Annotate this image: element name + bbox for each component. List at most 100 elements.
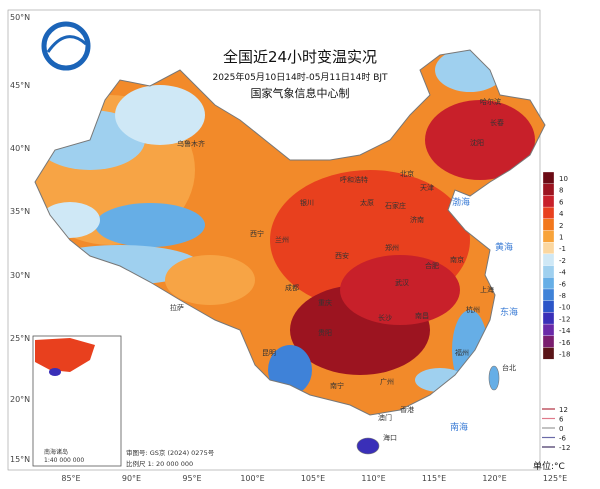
place-label: 西安: [335, 251, 349, 260]
inset-map: 南海诸岛 1:40 000 000: [32, 335, 122, 467]
place-label: 兰州: [275, 235, 289, 244]
legend-label: 1: [559, 234, 563, 242]
place-label: 福州: [455, 348, 469, 357]
longitude-label: 85°E: [61, 474, 80, 483]
legend-label: -18: [559, 351, 570, 359]
contour-label: -12: [559, 444, 570, 452]
organization: 国家气象信息中心制: [251, 86, 350, 100]
place-label: 合肥: [425, 261, 439, 270]
place-label: 太原: [360, 198, 374, 207]
contour-label: 6: [559, 416, 564, 424]
place-label: 沈阳: [470, 138, 484, 147]
legend-swatch: [542, 323, 555, 336]
place-label: 长春: [490, 118, 504, 127]
legend-label: -10: [559, 304, 570, 312]
place-label: 南宁: [330, 381, 344, 390]
latitude-label: 30°N: [10, 271, 30, 280]
legend-swatch: [542, 183, 555, 196]
subtitle: 2025年05月10日14时-05月11日14时 BJT: [212, 71, 388, 83]
place-label: 杭州: [466, 305, 480, 314]
contour-label: 0: [559, 425, 563, 433]
longitude-label: 120°E: [482, 474, 506, 483]
hainan: [356, 437, 380, 455]
legend-label: -2: [559, 257, 566, 265]
legend-label: 6: [559, 198, 564, 206]
legend-swatch: [542, 218, 555, 231]
logo: [41, 21, 91, 71]
legend-label: -12: [559, 315, 570, 323]
legend-swatch: [542, 312, 555, 325]
longitude-label: 95°E: [182, 474, 201, 483]
latitude-label: 20°N: [10, 395, 30, 404]
review-number: 审图号: GS京 (2024) 0275号: [126, 448, 215, 457]
place-label: 香港: [400, 405, 414, 414]
title: 全国近24小时变温实况: [223, 48, 377, 66]
latitude-label: 25°N: [10, 334, 30, 343]
color-legend: 10 8 6 4 2 1 -1 -2 -4 -6 -8 -10 -12 -14 -16 -18: [542, 171, 571, 360]
legend-swatch: [542, 347, 555, 360]
longitude-label: 100°E: [240, 474, 264, 483]
legend-label: -4: [559, 269, 567, 277]
latitude-label: 40°N: [10, 144, 30, 153]
inset-title: 南海诸岛: [44, 448, 68, 456]
legend-swatch: [542, 242, 555, 255]
legend-swatch: [542, 171, 555, 184]
longitude-label: 115°E: [422, 474, 446, 483]
legend-swatch: [542, 195, 555, 208]
longitude-label: 125°E: [543, 474, 567, 483]
sea-label: 东海: [500, 306, 518, 318]
latitude-label: 15°N: [10, 455, 30, 464]
place-label: 天津: [420, 184, 434, 192]
legend-label: -16: [559, 339, 571, 347]
place-label: 呼和浩特: [340, 175, 368, 184]
inset-scale: 1:40 000 000: [44, 457, 84, 464]
place-label: 银川: [300, 198, 314, 207]
place-label: 昆明: [262, 349, 276, 357]
legend-label: -6: [559, 280, 567, 288]
place-label: 台北: [502, 363, 516, 372]
longitude-label: 110°E: [361, 474, 385, 483]
place-label: 乌鲁木齐: [177, 139, 205, 148]
contour-label: -6: [559, 435, 567, 443]
unit-label: 单位:°C: [533, 460, 565, 472]
place-label: 海口: [383, 433, 397, 442]
place-label: 哈尔滨: [480, 97, 501, 106]
legend-swatch: [542, 230, 555, 243]
contour-legend: 12 60 -6-12: [542, 406, 570, 452]
place-label: 贵阳: [318, 328, 332, 337]
place-label: 澳门: [378, 413, 392, 422]
place-label: 重庆: [318, 298, 332, 307]
legend-label: 2: [559, 222, 563, 230]
taiwan: [488, 365, 500, 391]
place-label: 郑州: [385, 244, 399, 252]
place-label: 拉萨: [170, 303, 184, 312]
legend-swatch: [542, 300, 555, 313]
legend-swatch: [542, 253, 555, 266]
sea-label: 渤海: [452, 196, 470, 208]
place-label: 石家庄: [385, 201, 406, 210]
sea-label: 黄海: [495, 241, 513, 253]
latitude-label: 35°N: [10, 207, 30, 216]
legend-label: -14: [559, 327, 571, 335]
latitude-label: 45°N: [10, 81, 30, 90]
legend-label: 4: [559, 210, 564, 218]
sea-label: 南海: [450, 421, 468, 433]
place-label: 长沙: [378, 313, 392, 322]
longitude-label: 105°E: [301, 474, 325, 483]
place-label: 南昌: [415, 311, 429, 320]
legend-swatch: [542, 265, 555, 278]
place-label: 上海: [480, 285, 494, 294]
place-label: 成都: [285, 283, 299, 292]
place-label: 济南: [410, 215, 424, 224]
map-scale: 比例尺 1: 20 000 000: [126, 459, 193, 468]
place-label: 广州: [380, 377, 394, 386]
contour-label: 12: [559, 406, 568, 414]
legend-label: -1: [559, 245, 566, 253]
place-label: 西宁: [250, 229, 264, 238]
place-label: 武汉: [395, 278, 409, 287]
legend-swatch: [542, 206, 555, 219]
longitude-label: 90°E: [122, 474, 141, 483]
legend-label: -8: [559, 292, 566, 300]
legend-swatch: [542, 277, 555, 290]
